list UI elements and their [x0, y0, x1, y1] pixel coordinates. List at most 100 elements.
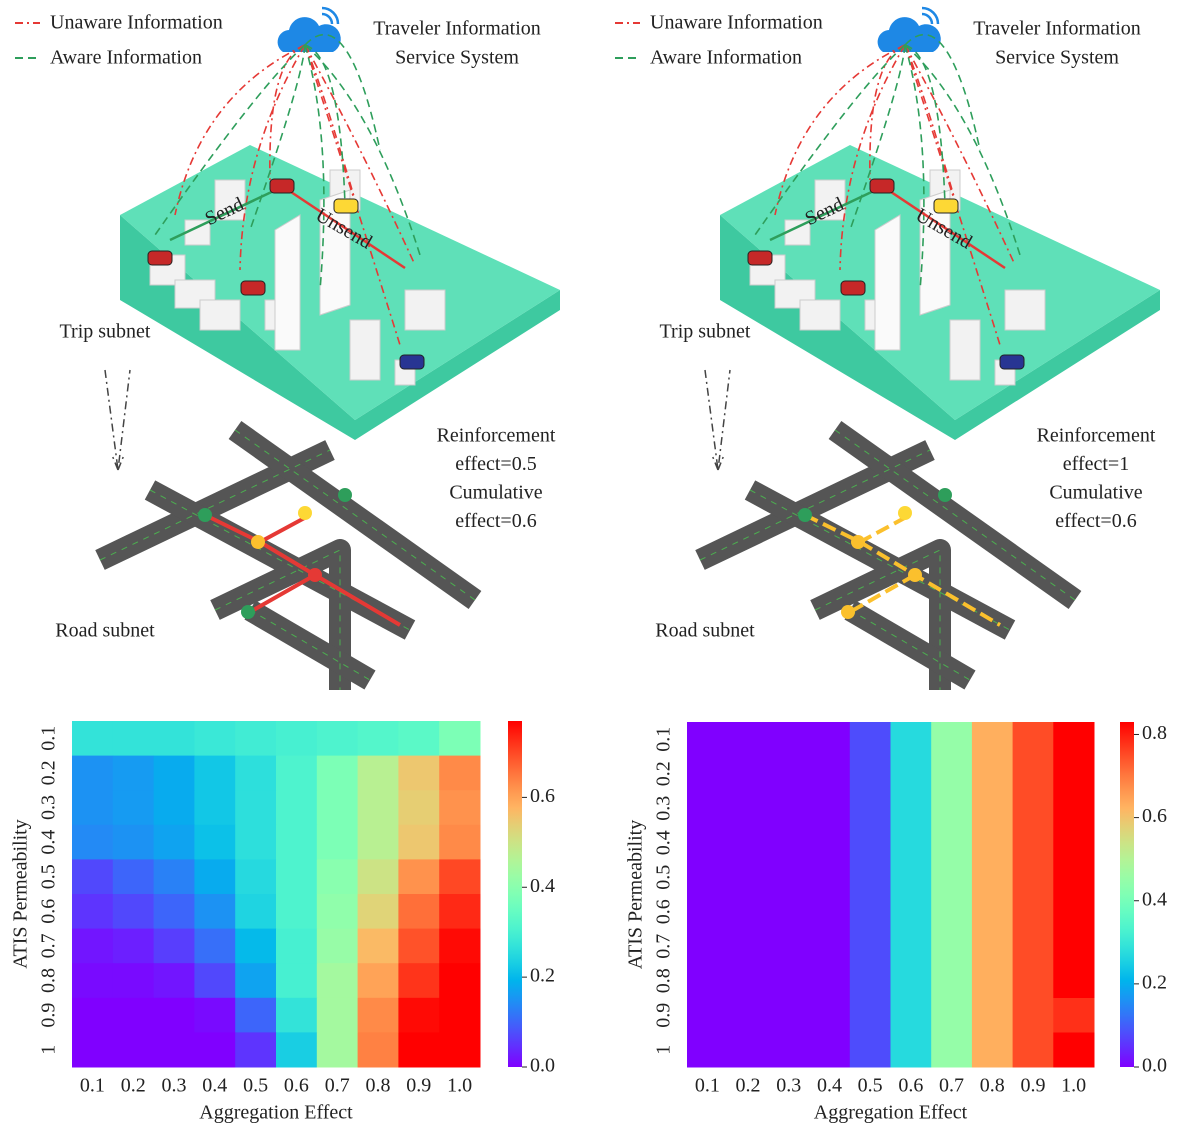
heatmap-cell: [317, 790, 358, 825]
system-title: Traveler Information: [373, 18, 541, 40]
heatmap-cell: [398, 790, 439, 825]
heatmap-cell: [972, 826, 1013, 861]
x-tick-label: 0.5: [243, 1075, 268, 1097]
heatmap-cell: [850, 722, 891, 757]
heatmap-cell: [768, 1033, 809, 1068]
heatmap-cell: [972, 998, 1013, 1033]
vehicle-icon: [934, 199, 958, 213]
effect-label: effect=0.5: [455, 453, 536, 475]
heatmap-cell: [891, 998, 932, 1033]
heatmap-cell: [768, 860, 809, 895]
vehicle-icon: [1000, 355, 1024, 369]
heatmap-cell: [1013, 895, 1054, 930]
heatmap-cell: [154, 756, 195, 791]
vehicle-icon: [270, 179, 294, 193]
colorbar-tick-label: 0.2: [530, 965, 555, 987]
heatmap-cell: [439, 721, 480, 756]
heatmap-cell: [687, 860, 728, 895]
colorbar: [508, 721, 522, 1067]
heatmap-cell: [809, 826, 850, 861]
y-tick-label: 0.8: [653, 968, 675, 993]
effect-label: effect=0.6: [1055, 510, 1136, 532]
colorbar: [1120, 722, 1134, 1067]
y-tick-label: 0.4: [38, 830, 60, 855]
heatmap-cell: [768, 826, 809, 861]
heatmap-cell: [809, 860, 850, 895]
illustration: Unaware InformationAware InformationTrav…: [615, 8, 1160, 690]
legend-label: Unaware Information: [650, 12, 823, 34]
heatmap-cell: [358, 998, 399, 1033]
x-tick-label: 0.7: [325, 1075, 350, 1097]
heatmap-cell: [194, 998, 235, 1033]
heatmap-cell: [358, 1032, 399, 1067]
x-tick-label: 0.8: [366, 1075, 391, 1097]
heatmap-cell: [439, 929, 480, 964]
heatmap-cell: [235, 721, 276, 756]
system-title: Traveler Information: [973, 18, 1141, 40]
heatmap-cell: [1053, 860, 1094, 895]
heatmap-cell: [194, 894, 235, 929]
heatmap-cell: [194, 963, 235, 998]
heatmap-cell: [317, 963, 358, 998]
heatmap-cell: [317, 894, 358, 929]
road-node: [241, 605, 255, 619]
heatmap-cell: [1053, 929, 1094, 964]
effect-label: Cumulative: [449, 482, 542, 504]
system-title: Service System: [395, 47, 519, 69]
heatmap-cell: [728, 929, 769, 964]
road-node: [908, 568, 922, 582]
heatmap-cell: [358, 756, 399, 791]
heatmap-cell: [235, 756, 276, 791]
road-subnet-label: Road subnet: [655, 620, 755, 642]
y-tick-label: 0.4: [653, 830, 675, 855]
heatmap-cell: [72, 721, 113, 756]
heatmap-cell: [276, 963, 317, 998]
heatmap-cell: [113, 859, 154, 894]
heatmap-cell: [850, 964, 891, 999]
y-tick-label: 1: [38, 1045, 60, 1055]
heatmap-cell: [891, 929, 932, 964]
heatmap-cell: [687, 895, 728, 930]
heatmap-cell: [276, 894, 317, 929]
road-node: [251, 535, 265, 549]
heatmap-cell: [891, 722, 932, 757]
heatmap-cell: [891, 964, 932, 999]
heatmap-cell: [891, 860, 932, 895]
y-tick-label: 0.3: [653, 796, 675, 821]
trip-subnet-label: Trip subnet: [60, 321, 151, 343]
road: [850, 610, 970, 680]
vehicle-icon: [400, 355, 424, 369]
heatmap-cell: [891, 1033, 932, 1068]
heatmap-cell: [931, 860, 972, 895]
heatmap-cell: [194, 1032, 235, 1067]
heatmap-cell: [931, 722, 972, 757]
colorbar-tick-label: 0.6: [530, 785, 555, 807]
heatmap-cell: [276, 859, 317, 894]
heatmap-cell: [809, 964, 850, 999]
heatmap-cell: [317, 721, 358, 756]
heatmap-cell: [398, 929, 439, 964]
building: [1005, 290, 1045, 330]
heatmap-cell: [113, 721, 154, 756]
heatmap-cell: [687, 722, 728, 757]
road: [250, 610, 370, 680]
heatmap-cell: [154, 721, 195, 756]
heatmap-cell: [276, 721, 317, 756]
heatmap-cell: [931, 791, 972, 826]
heatmap-cell: [850, 757, 891, 792]
heatmap-cell: [972, 1033, 1013, 1068]
y-tick-label: 0.3: [38, 795, 60, 820]
heatmap-cell: [72, 929, 113, 964]
heatmap-cell: [850, 860, 891, 895]
heatmap-cell: [809, 929, 850, 964]
building: [800, 300, 840, 330]
heatmap-cell: [728, 895, 769, 930]
heatmap-cell: [1013, 860, 1054, 895]
heatmap-cell: [768, 895, 809, 930]
heatmap-cell: [317, 929, 358, 964]
heatmap-cell: [931, 826, 972, 861]
x-tick-label: 0.6: [898, 1075, 923, 1097]
x-tick-label: 0.7: [939, 1075, 964, 1097]
heatmap-cell: [931, 757, 972, 792]
